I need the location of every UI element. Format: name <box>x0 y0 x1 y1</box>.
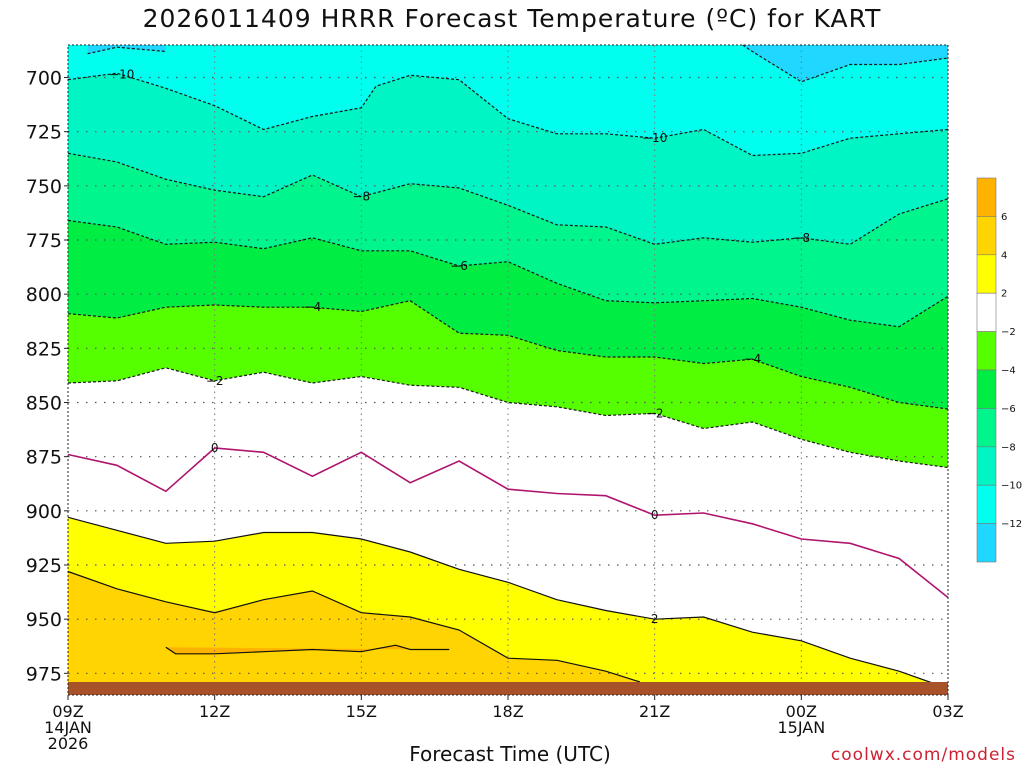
colorbar-label-3: −2 <box>1001 327 1016 338</box>
colorbar-label-5: −6 <box>1001 404 1016 415</box>
contour-label-3-0: −8 <box>352 190 370 204</box>
y-tick-label-975: 975 <box>26 663 62 685</box>
y-tick-label-900: 900 <box>26 501 62 523</box>
colorbar-swatch-6 <box>976 408 997 448</box>
chart-title: 2026011409 HRRR Forecast Temperature (ºC… <box>142 4 882 33</box>
contour-label-4-0: −6 <box>450 259 468 273</box>
colorbar-swatch-3 <box>976 292 997 332</box>
colorbar-swatch-8 <box>976 484 997 524</box>
x-tick-label-15-1: 15JAN <box>777 718 825 737</box>
colorbar-swatch-9 <box>976 523 997 563</box>
x-tick-label-12-0: 21Z <box>639 702 670 721</box>
x-tick-label-9-0: 18Z <box>492 702 523 721</box>
contour-label-5-1: −4 <box>744 352 762 366</box>
colorbar-swatch-5 <box>976 369 997 409</box>
colorbar-swatch-1 <box>976 216 997 256</box>
contour-label-6-1: −2 <box>646 406 664 420</box>
y-tick-label-725: 725 <box>26 122 62 144</box>
x-tick-label-3-0: 12Z <box>199 702 230 721</box>
colorbar-swatch-2 <box>976 254 997 294</box>
colorbar-swatch-0 <box>976 177 997 217</box>
y-tick-label-825: 825 <box>26 338 62 360</box>
y-tick-label-800: 800 <box>26 284 62 306</box>
band-below-minus10-top-1 <box>87 45 166 54</box>
y-tick-label-925: 925 <box>26 555 62 577</box>
contour-lines <box>67 44 949 690</box>
colorbar-label-6: −8 <box>1001 442 1016 453</box>
contour-label-0-0: −10 <box>109 68 134 82</box>
x-axis-label: Forecast Time (UTC) <box>409 742 611 766</box>
grid <box>68 45 948 695</box>
colorbar-label-0: 6 <box>1001 212 1007 223</box>
colorbar-swatch-4 <box>976 331 997 371</box>
contour-label-6-0: −2 <box>206 374 224 388</box>
y-tick-label-775: 775 <box>26 230 62 252</box>
contour-label-7-1: 0 <box>651 508 659 522</box>
contour-label-3-1: −8 <box>792 231 810 245</box>
contour-line-6 <box>67 367 949 469</box>
x-tick-label-15-0: 00Z <box>786 702 817 721</box>
band-4-to-6 <box>68 571 640 695</box>
colorbar: 6 4 2 −2 −4 −6 −8 −10 −12 <box>976 177 1022 563</box>
band-below-minus10-top-2 <box>742 45 948 82</box>
credit-text: coolwx.com/models <box>830 745 1016 765</box>
x-tick-label-0-0: 09Z <box>52 702 83 721</box>
contour-line-7 <box>67 447 949 599</box>
y-tick-label-850: 850 <box>26 393 62 415</box>
contour-label-7-0: 0 <box>211 441 219 455</box>
contour-label-0-1: −10 <box>642 131 667 145</box>
x-tick-label-0-1: 14JAN <box>44 718 92 737</box>
colorbar-swatch-7 <box>976 446 997 486</box>
colorbar-label-8: −12 <box>1001 519 1022 530</box>
contour-labels: −10 −10 −8 −8 −6 −4 −4 −2 −2 0 0 2 <box>109 68 810 626</box>
colorbar-label-4: −4 <box>1001 366 1016 377</box>
y-tick-label-700: 700 <box>26 68 62 90</box>
x-tick-label-18-0: 03Z <box>932 702 963 721</box>
x-tick-label-6-0: 15Z <box>346 702 377 721</box>
contour-line-5 <box>67 300 949 410</box>
contour-line-8 <box>67 516 949 690</box>
y-tick-label-750: 750 <box>26 176 62 198</box>
y-tick-label-950: 950 <box>26 609 62 631</box>
contour-label-8-0: 2 <box>651 612 659 626</box>
contour-line-2 <box>742 44 949 83</box>
contour-line-4 <box>67 219 949 328</box>
contour-line-3 <box>67 152 949 245</box>
contour-line-9 <box>67 570 641 683</box>
ground-surface <box>68 682 948 695</box>
contour-line-1 <box>87 46 166 55</box>
colorbar-label-2: 2 <box>1001 289 1007 300</box>
x-tick-label-0-2: 2026 <box>48 734 89 753</box>
contour-label-5-0: −4 <box>304 300 322 314</box>
y-axis: 700 725 750 775 800 825 850 875 900 925 950 975 <box>26 68 68 685</box>
contour-line-10 <box>165 644 450 655</box>
contour-line-0 <box>67 72 949 157</box>
colorbar-label-7: −10 <box>1001 481 1022 492</box>
y-tick-label-875: 875 <box>26 447 62 469</box>
colorbar-label-1: 4 <box>1001 250 1007 261</box>
